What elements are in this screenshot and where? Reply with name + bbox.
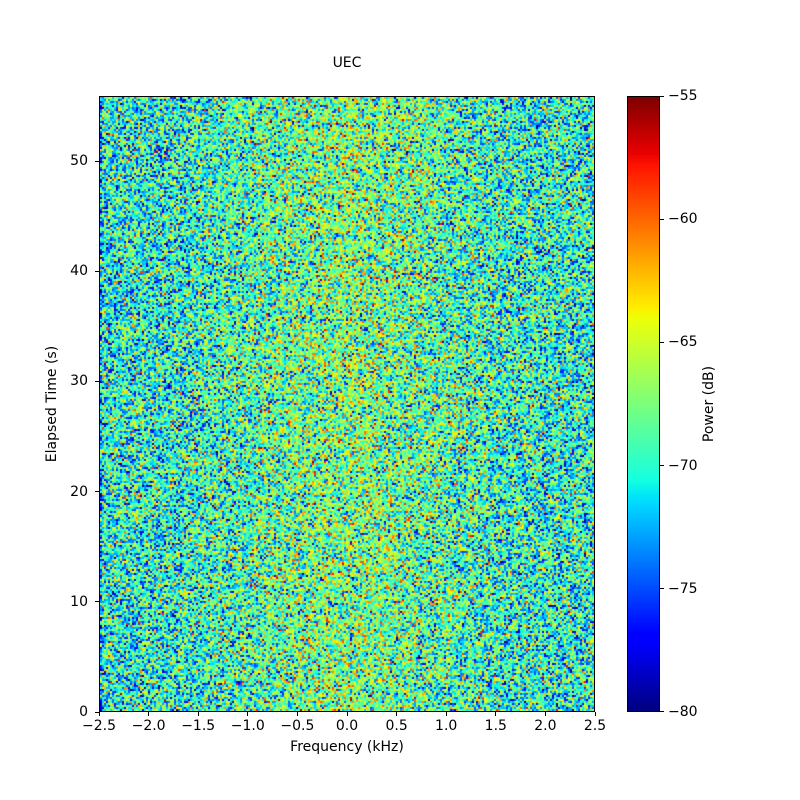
colorbar-tick-label: −55	[668, 88, 698, 104]
y-tick-mark	[95, 711, 99, 713]
y-tick-mark	[95, 601, 99, 603]
spectrogram-plot-area	[99, 96, 595, 712]
x-tick-label: 1.0	[435, 718, 458, 734]
colorbar-gradient	[628, 97, 659, 711]
colorbar-tick-label: −80	[668, 704, 698, 720]
x-tick-label: 0.5	[385, 718, 408, 734]
y-tick-label: 40	[70, 263, 88, 280]
x-tick-mark	[544, 712, 546, 716]
colorbar-tick-mark	[660, 341, 664, 343]
x-tick-mark	[396, 712, 398, 716]
colorbar-tick-label: −60	[668, 211, 698, 228]
title-main: UEC	[332, 55, 362, 71]
colorbar-axis-label: Power (dB)	[701, 365, 717, 443]
x-tick-label: 1.5	[484, 718, 507, 734]
y-tick-mark	[95, 160, 99, 162]
colorbar-tick-mark	[660, 588, 664, 590]
x-tick-label: −2.5	[82, 718, 116, 734]
colorbar-tick-label: −70	[668, 457, 698, 474]
colorbar-tick-label: −65	[668, 334, 698, 351]
y-tick-label: 30	[70, 373, 88, 390]
x-tick-mark	[247, 712, 249, 716]
y-tick-mark	[95, 491, 99, 493]
x-tick-mark	[148, 712, 150, 716]
y-tick-label: 20	[70, 483, 88, 500]
x-tick-label: −1.0	[230, 718, 265, 734]
spectrogram-image	[100, 97, 594, 711]
x-tick-mark	[445, 712, 447, 716]
x-tick-label: −1.5	[181, 718, 216, 734]
x-tick-mark	[296, 712, 298, 716]
colorbar-tick-mark	[660, 95, 664, 97]
y-tick-mark	[95, 380, 99, 382]
x-tick-mark	[197, 712, 199, 716]
colorbar-tick-mark	[660, 218, 664, 220]
y-axis-label: Elapsed Time (s)	[44, 345, 60, 463]
x-axis-label: Frequency (kHz)	[290, 739, 404, 755]
y-tick-mark	[95, 270, 99, 272]
colorbar-tick-mark	[660, 710, 664, 712]
colorbar	[627, 96, 660, 712]
x-tick-label: 2.5	[583, 718, 607, 734]
x-tick-label: 2.0	[534, 718, 557, 734]
x-tick-mark	[594, 712, 596, 716]
x-tick-mark	[98, 712, 100, 716]
x-tick-label: −2.0	[131, 718, 166, 734]
y-tick-label: 0	[79, 704, 88, 720]
colorbar-tick-mark	[660, 465, 664, 467]
x-tick-mark	[346, 712, 348, 716]
y-tick-label: 50	[70, 153, 88, 170]
colorbar-tick-label: −75	[668, 580, 698, 597]
x-tick-label: 0.0	[335, 718, 359, 734]
x-tick-label: −0.5	[280, 718, 315, 734]
y-tick-label: 10	[70, 593, 88, 610]
x-tick-mark	[495, 712, 497, 716]
